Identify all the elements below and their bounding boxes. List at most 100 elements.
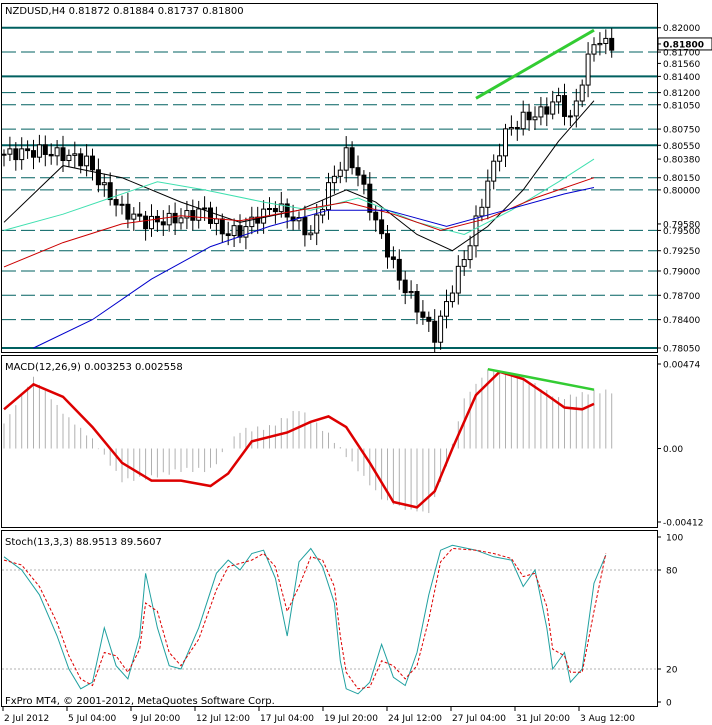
- copyright-text: FxPro MT4, © 2001-2012, MetaQuotes Softw…: [5, 696, 275, 707]
- candle-body: [514, 126, 520, 130]
- price-axis-label: 0.79000: [663, 267, 700, 277]
- price-trendline: [475, 28, 595, 100]
- candle-body: [408, 291, 414, 294]
- candle-body: [231, 225, 237, 237]
- candle-body: [131, 213, 137, 220]
- candle-body: [444, 301, 449, 317]
- candle-body: [390, 256, 396, 260]
- candle-body: [237, 225, 243, 238]
- candle-body: [438, 315, 444, 343]
- candle-body: [19, 148, 25, 161]
- macd-pane: [3, 367, 613, 514]
- price-axis-label: 0.80380: [663, 156, 700, 166]
- candle-body: [449, 292, 455, 303]
- candle-body: [485, 180, 491, 208]
- candle-body: [107, 182, 113, 201]
- candle-body: [208, 207, 213, 224]
- price-axis-label: 0.81560: [663, 60, 700, 70]
- time-axis-label: 17 Jul 04:00: [260, 714, 314, 724]
- candle-body: [367, 183, 373, 213]
- price-axis-label: 0.78050: [663, 345, 700, 355]
- candle-body: [7, 148, 13, 155]
- candle-body: [579, 84, 585, 102]
- time-axis-label: 2 Jul 2012: [4, 714, 49, 724]
- candle-body: [213, 218, 219, 224]
- macd-axis-label: 0.00: [663, 445, 683, 455]
- candle-body: [196, 208, 202, 221]
- time-axis-label: 3 Aug 12:00: [580, 714, 635, 724]
- candle-body: [166, 212, 172, 226]
- candle-body: [72, 153, 78, 156]
- time-axis-label: 19 Jul 20:00: [324, 714, 378, 724]
- candle-body: [202, 207, 208, 210]
- candle-body: [190, 210, 196, 221]
- price-axis-label: 0.80000: [663, 186, 700, 196]
- candle-body: [603, 37, 609, 44]
- candle-body: [90, 155, 95, 171]
- candle-body: [119, 203, 125, 206]
- moving-average-2: [3, 177, 595, 268]
- candle-body: [331, 175, 337, 184]
- candle-body: [396, 258, 402, 281]
- candle-body: [379, 219, 385, 235]
- candle-body: [508, 126, 514, 130]
- price-axis-label: 0.81050: [663, 101, 700, 111]
- stoch-axis-label: 0: [666, 699, 672, 709]
- candle-body: [473, 215, 479, 247]
- candle-body: [314, 214, 320, 234]
- price-axis-label: 0.81700: [663, 49, 700, 59]
- macd-axis-label: 0.00474: [663, 361, 700, 371]
- price-axis-label: 0.80750: [663, 126, 700, 136]
- moving-average-1: [3, 158, 595, 236]
- candle-body: [550, 101, 556, 115]
- candle-body: [1, 153, 7, 156]
- candle-body: [355, 167, 361, 176]
- price-pane: [1, 26, 657, 353]
- price-axis-label: 0.80150: [663, 174, 700, 184]
- candle-body: [497, 155, 503, 162]
- stoch-pane: [2, 544, 657, 695]
- candle-body: [219, 218, 225, 235]
- candle-body: [520, 111, 526, 130]
- stoch-signal-line: [3, 547, 607, 690]
- candle-body: [36, 144, 42, 158]
- time-axis-label: 5 Jul 04:00: [68, 714, 117, 724]
- candle-body: [349, 147, 355, 169]
- candle-body: [414, 291, 420, 313]
- candle-body: [249, 216, 255, 228]
- candle-body: [95, 169, 101, 186]
- candle-body: [503, 128, 508, 157]
- price-axis-label: 0.79500: [663, 227, 700, 237]
- macd-header: MACD(12,26,9) 0.003253 0.002558: [5, 362, 183, 373]
- price-axis-label: 0.81400: [663, 73, 700, 83]
- candle-body: [243, 226, 249, 238]
- candle-body: [532, 116, 538, 121]
- candle-body: [48, 153, 54, 157]
- price-axis-label: 0.79250: [663, 247, 700, 257]
- candle-body: [160, 221, 166, 226]
- macd-signal-line: [3, 370, 595, 509]
- time-axis-label: 9 Jul 20:00: [132, 714, 181, 724]
- candle-body: [538, 106, 544, 118]
- candle-body: [184, 210, 190, 219]
- candle-body: [373, 211, 379, 221]
- time-axis-label: 27 Jul 04:00: [452, 714, 506, 724]
- candle-body: [556, 95, 562, 103]
- candle-body: [278, 203, 284, 213]
- price-axis-label: 0.80550: [663, 142, 700, 152]
- candle-body: [178, 217, 184, 224]
- candle-body: [562, 95, 567, 117]
- candle-body: [455, 265, 461, 294]
- candle-body: [544, 106, 550, 115]
- candle-body: [13, 148, 19, 161]
- price-axis-label: 0.81800: [663, 40, 704, 50]
- candle-body: [31, 150, 36, 158]
- candle-body: [66, 154, 72, 162]
- price-axis-label: 0.82000: [663, 24, 700, 34]
- candle-body: [585, 53, 591, 86]
- moving-average-0: [3, 100, 595, 252]
- candle-body: [420, 311, 426, 318]
- candle-body: [337, 169, 343, 177]
- price-axis-label: 0.78400: [663, 316, 700, 326]
